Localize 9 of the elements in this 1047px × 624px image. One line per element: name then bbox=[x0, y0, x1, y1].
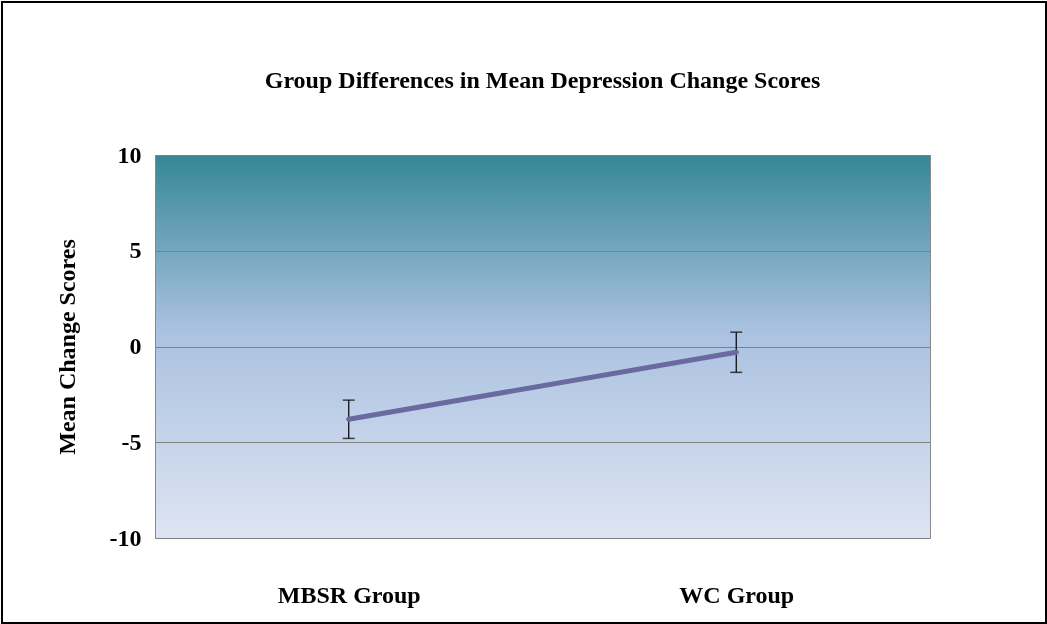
y-tick-label: 0 bbox=[129, 333, 142, 359]
y-tick-label: -5 bbox=[121, 428, 142, 455]
y-tick-label: 10 bbox=[117, 141, 142, 168]
chart-title: Group Differences in Mean Depression Change Scores bbox=[264, 67, 821, 93]
y-axis-title: Mean Change Scores bbox=[53, 239, 80, 455]
y-tick-label: 5 bbox=[129, 237, 142, 264]
x-tick-label: WC Group bbox=[679, 581, 795, 608]
y-tick-label: -10 bbox=[109, 524, 142, 551]
x-tick-label: MBSR Group bbox=[277, 581, 421, 608]
